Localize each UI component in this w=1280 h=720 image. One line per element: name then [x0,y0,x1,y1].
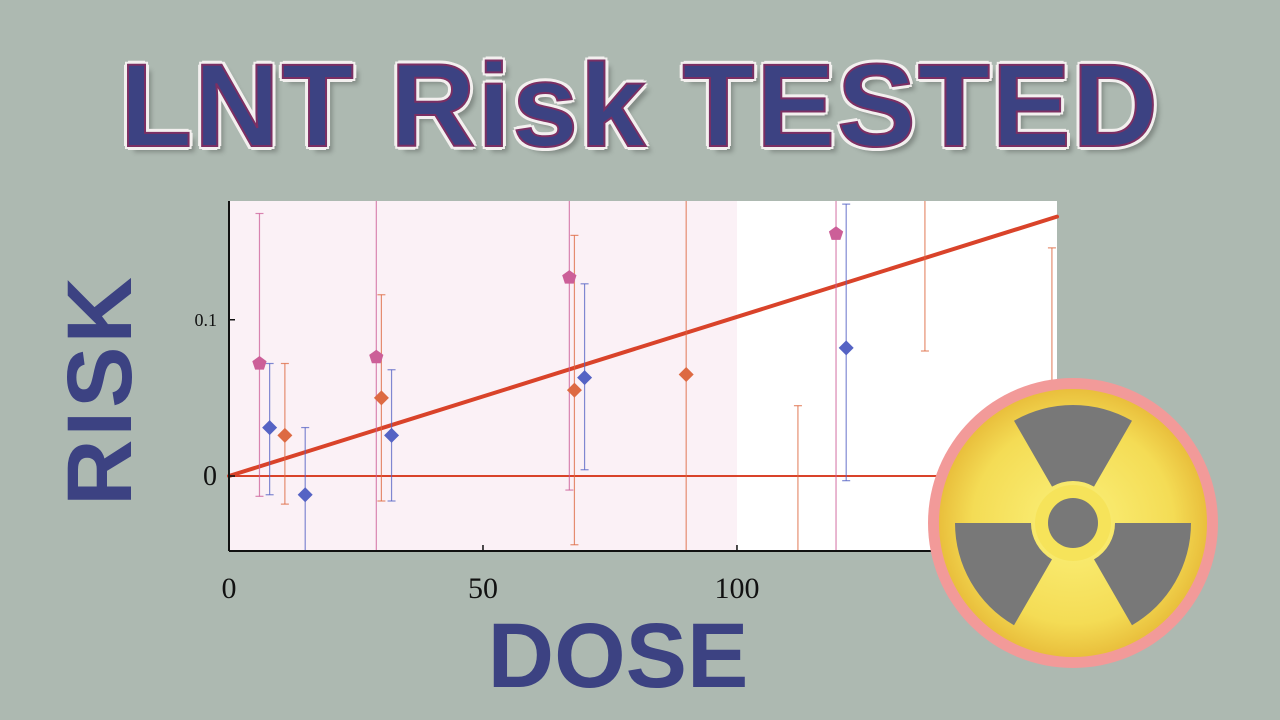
radiation-hazard-icon [928,378,1218,668]
page-title: LNT Risk TESTED [119,39,1160,173]
diamond-point [262,420,278,436]
hazard-blade [955,523,1052,626]
diamond-point [277,427,293,443]
y-tick-label: 0 [203,461,217,492]
x-tick-label: 100 [714,572,759,605]
pentagon-point [252,356,267,370]
y-axis-label: RISK [49,274,151,506]
y-tick-label: 0.1 [195,310,218,330]
error-bar [565,201,574,491]
error-bar [255,212,264,497]
diamond-point [577,370,593,386]
error-bar [920,201,929,352]
diamond-point [566,382,582,398]
x-tick-label: 50 [468,572,498,605]
x-axis-label: DOSE [487,605,749,707]
error-bar [793,405,802,551]
lnt-line [227,214,1059,478]
shaded-region [229,201,737,551]
diamond-point [384,427,400,443]
pentagon-point [369,349,384,364]
hazard-blade [1094,523,1191,626]
diamond-point [297,487,313,503]
x-tick-label: 0 [222,572,237,605]
diamond-point [373,390,389,406]
hazard-center [1048,498,1098,548]
hazard-blade [1014,404,1132,487]
pentagon-point [828,226,844,240]
diamond-point [678,366,694,382]
diamond-point [838,340,854,356]
pentagon-point [562,270,577,284]
